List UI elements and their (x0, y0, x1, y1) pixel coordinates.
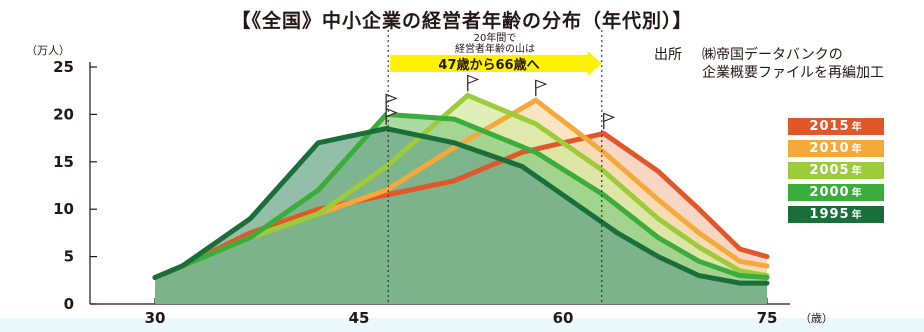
peak-flag-icon (535, 79, 548, 89)
legend-unit: 年 (851, 210, 863, 221)
x-tick-label: 75 (757, 309, 778, 327)
legend-unit: 年 (851, 166, 863, 177)
y-tick-label: 25 (53, 58, 74, 76)
legend-item-2015: 2015 年 (788, 118, 884, 135)
y-tick-label: 15 (53, 153, 74, 171)
y-axis-label: （万人） (26, 44, 70, 57)
y-tick-label: 20 (53, 105, 74, 123)
annotation-line-1: 20年間で (474, 31, 517, 44)
peak-flag-icon (467, 74, 480, 85)
legend-item-2005: 2005 年 (788, 162, 884, 179)
legend-item-2000: 2000 年 (788, 184, 884, 201)
source-line-1: ㈱帝国データバンクの (702, 47, 843, 63)
legend-item-2010: 2010 年 (788, 140, 884, 157)
legend-unit: 年 (851, 144, 863, 155)
bottom-band (0, 318, 924, 332)
y-tick-label: 0 (64, 295, 74, 313)
y-tick-label: 10 (53, 200, 74, 218)
source-line-2: 企業概要ファイルを再編加工 (702, 65, 884, 81)
series-line-2015 (152, 130, 770, 280)
source-label: 出所 (654, 47, 682, 63)
annotation-line-3: 47歳から66歳へ (438, 57, 539, 73)
peak-flag-icon (603, 112, 616, 123)
legend: 2015 年 2010 年 2005 年 2000 年 1995 年 (788, 118, 884, 228)
legend-unit: 年 (851, 122, 863, 133)
series-line-2000 (152, 111, 770, 280)
series-line-1995 (152, 126, 770, 286)
x-axis-label: （歳） (800, 312, 833, 325)
legend-year: 2000 (809, 185, 850, 200)
legend-item-1995: 1995 年 (788, 206, 884, 223)
legend-year: 1995 (809, 207, 850, 222)
x-tick-label: 60 (553, 309, 574, 327)
chart-title: 【《全国》中小企業の経営者年齢の分布（年代別）】 (231, 10, 693, 32)
annotation-line-2: 経営者年齢の山は (455, 42, 535, 55)
x-tick-label: 30 (145, 309, 166, 327)
legend-year: 2005 (809, 163, 850, 178)
legend-year: 2015 (809, 119, 850, 134)
x-tick-label: 45 (349, 309, 370, 327)
legend-unit: 年 (851, 188, 863, 199)
series-area-1995 (155, 128, 767, 304)
annotation-arrow (390, 51, 602, 76)
y-tick-label: 5 (64, 248, 74, 266)
legend-year: 2010 (809, 141, 850, 156)
